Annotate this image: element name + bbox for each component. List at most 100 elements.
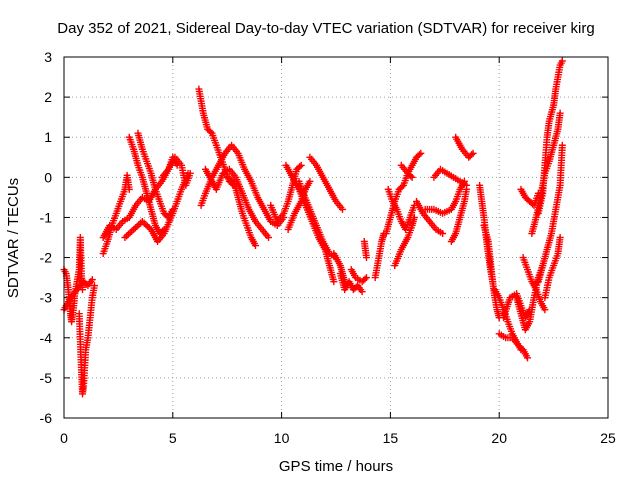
data-point — [469, 149, 477, 157]
x-tick-label: 15 — [383, 430, 399, 446]
data-point — [415, 151, 423, 159]
data-point — [463, 185, 471, 193]
series-trace-ac — [421, 177, 468, 217]
data-point — [297, 161, 305, 169]
data-point — [556, 109, 564, 117]
data-point — [417, 149, 425, 157]
series-trace-v — [360, 238, 370, 262]
series-trace-ah — [480, 221, 503, 322]
data-point — [296, 163, 304, 171]
data-point — [186, 169, 194, 177]
data-point — [123, 232, 131, 240]
x-tick-label: 25 — [600, 430, 616, 446]
y-tick-label: 3 — [44, 49, 52, 65]
data-point — [439, 229, 447, 237]
y-axis-label: SDTVAR / TECUs — [5, 178, 22, 298]
data-point — [144, 222, 152, 230]
data-point — [128, 227, 136, 235]
data-point — [88, 276, 96, 284]
plot-frame — [63, 56, 609, 419]
data-point — [398, 183, 406, 191]
data-point — [408, 173, 416, 181]
grid — [63, 56, 609, 419]
y-tick-label: 1 — [44, 129, 52, 145]
data-point — [361, 275, 369, 283]
series-trace-ap — [534, 57, 566, 217]
y-tick-label: -1 — [40, 209, 53, 225]
series-trace-l — [201, 165, 273, 241]
data-point — [265, 234, 273, 241]
y-tick-label: -4 — [40, 330, 53, 346]
data-point — [362, 274, 370, 282]
y-tick-label: -3 — [40, 290, 53, 306]
series-trace-w — [371, 229, 388, 282]
data-point — [410, 213, 418, 221]
data-point — [131, 224, 139, 232]
data-point — [558, 141, 566, 149]
data-point — [124, 230, 132, 238]
series-trace-t — [336, 270, 366, 296]
x-axis-label: GPS time / hours — [279, 458, 393, 475]
series-trace-am — [519, 254, 549, 314]
series-trace-r — [306, 153, 347, 213]
data-point — [339, 205, 347, 213]
y-tick-label: 0 — [44, 169, 52, 185]
data-point — [523, 354, 531, 362]
series-trace-f — [125, 133, 168, 237]
x-tick-label: 5 — [169, 430, 177, 446]
series-trace-a — [60, 234, 86, 326]
y-tick-label: -2 — [40, 250, 53, 266]
series-trace-u — [347, 266, 370, 286]
series-trace-i — [158, 153, 194, 189]
series-trace-aj — [495, 330, 531, 362]
data-point — [362, 254, 370, 262]
series-trace-d — [99, 171, 133, 258]
data-point — [133, 222, 141, 230]
series-trace-b — [75, 282, 98, 398]
series-trace-ag — [476, 181, 497, 286]
series-trace-ar — [534, 141, 566, 286]
series-trace-x — [382, 169, 416, 237]
series-trace-q — [295, 177, 340, 262]
data-point — [138, 217, 146, 225]
y-tick-label: -5 — [40, 370, 53, 386]
data-point — [121, 234, 129, 241]
series-trace-af — [452, 133, 477, 161]
x-tick-label: 10 — [274, 430, 290, 446]
data-point — [541, 306, 549, 314]
data-point — [142, 221, 150, 229]
data-point — [558, 57, 566, 65]
data-point — [126, 229, 134, 237]
x-tick-label: 20 — [491, 430, 507, 446]
data-point — [140, 219, 148, 227]
x-tick-label: 0 — [60, 430, 68, 446]
data-point — [135, 221, 143, 229]
data-point — [251, 242, 259, 250]
series-trace-y — [384, 185, 418, 233]
data-points — [60, 57, 566, 398]
data-point — [330, 278, 338, 286]
data-point — [556, 234, 564, 241]
series-trace-ab — [413, 197, 447, 237]
series-trace-an — [517, 185, 542, 209]
series-trace-n — [267, 161, 305, 225]
series-trace-c — [60, 276, 96, 314]
data-point — [358, 288, 366, 296]
data-point — [306, 177, 314, 185]
series-trace-z — [391, 213, 418, 270]
data-point — [207, 128, 215, 136]
y-tick-label: -6 — [40, 410, 53, 426]
data-point — [90, 282, 98, 290]
data-point — [125, 185, 133, 193]
axis-ticks: 0 5 10 15 20 25 -6 -5 -4 -3 -2 -1 0 1 2 3 — [40, 49, 616, 446]
data-point — [130, 225, 138, 233]
series-trace-ae — [447, 185, 471, 246]
series-trace-aa — [397, 149, 425, 177]
data-point — [468, 151, 476, 159]
series-trace-j — [195, 85, 238, 189]
series-trace-ad — [430, 165, 471, 189]
y-tick-label: 2 — [44, 89, 52, 105]
series-trace-aq — [541, 234, 564, 302]
series-trace-m — [223, 173, 259, 250]
